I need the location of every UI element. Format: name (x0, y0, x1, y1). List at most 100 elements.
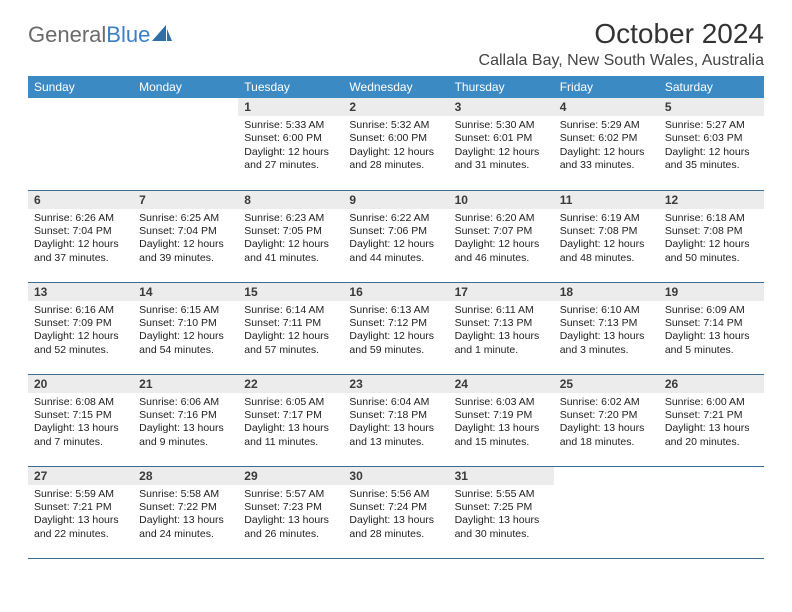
logo-sail-icon (152, 25, 172, 41)
day-details: Sunrise: 6:23 AMSunset: 7:05 PMDaylight:… (238, 209, 343, 270)
calendar-day-cell: 15Sunrise: 6:14 AMSunset: 7:11 PMDayligh… (238, 282, 343, 374)
month-title: October 2024 (479, 18, 764, 50)
calendar-day-cell: 14Sunrise: 6:15 AMSunset: 7:10 PMDayligh… (133, 282, 238, 374)
calendar-day-cell: 5Sunrise: 5:27 AMSunset: 6:03 PMDaylight… (659, 98, 764, 190)
day-number: 5 (659, 98, 764, 116)
calendar-day-cell (554, 466, 659, 558)
weekday-header: Saturday (659, 76, 764, 98)
calendar-day-cell (133, 98, 238, 190)
day-details: Sunrise: 6:14 AMSunset: 7:11 PMDaylight:… (238, 301, 343, 362)
day-details: Sunrise: 6:13 AMSunset: 7:12 PMDaylight:… (343, 301, 448, 362)
day-number: 29 (238, 467, 343, 485)
day-details: Sunrise: 6:10 AMSunset: 7:13 PMDaylight:… (554, 301, 659, 362)
calendar-day-cell: 7Sunrise: 6:25 AMSunset: 7:04 PMDaylight… (133, 190, 238, 282)
calendar-week-row: 13Sunrise: 6:16 AMSunset: 7:09 PMDayligh… (28, 282, 764, 374)
calendar-day-cell: 17Sunrise: 6:11 AMSunset: 7:13 PMDayligh… (449, 282, 554, 374)
day-number: 3 (449, 98, 554, 116)
logo-text-1: General (28, 22, 106, 48)
day-number: 18 (554, 283, 659, 301)
day-details: Sunrise: 6:09 AMSunset: 7:14 PMDaylight:… (659, 301, 764, 362)
day-number: 14 (133, 283, 238, 301)
calendar-day-cell: 12Sunrise: 6:18 AMSunset: 7:08 PMDayligh… (659, 190, 764, 282)
day-number: 20 (28, 375, 133, 393)
calendar-day-cell: 16Sunrise: 6:13 AMSunset: 7:12 PMDayligh… (343, 282, 448, 374)
day-details: Sunrise: 6:11 AMSunset: 7:13 PMDaylight:… (449, 301, 554, 362)
day-details: Sunrise: 6:19 AMSunset: 7:08 PMDaylight:… (554, 209, 659, 270)
calendar-day-cell: 8Sunrise: 6:23 AMSunset: 7:05 PMDaylight… (238, 190, 343, 282)
calendar-day-cell: 27Sunrise: 5:59 AMSunset: 7:21 PMDayligh… (28, 466, 133, 558)
day-details: Sunrise: 6:22 AMSunset: 7:06 PMDaylight:… (343, 209, 448, 270)
weekday-header: Thursday (449, 76, 554, 98)
calendar-day-cell: 24Sunrise: 6:03 AMSunset: 7:19 PMDayligh… (449, 374, 554, 466)
day-details: Sunrise: 6:18 AMSunset: 7:08 PMDaylight:… (659, 209, 764, 270)
day-number: 7 (133, 191, 238, 209)
day-number: 6 (28, 191, 133, 209)
calendar-week-row: 27Sunrise: 5:59 AMSunset: 7:21 PMDayligh… (28, 466, 764, 558)
day-details: Sunrise: 6:05 AMSunset: 7:17 PMDaylight:… (238, 393, 343, 454)
day-details: Sunrise: 6:25 AMSunset: 7:04 PMDaylight:… (133, 209, 238, 270)
day-number: 12 (659, 191, 764, 209)
calendar-day-cell: 19Sunrise: 6:09 AMSunset: 7:14 PMDayligh… (659, 282, 764, 374)
day-number: 9 (343, 191, 448, 209)
calendar-day-cell: 11Sunrise: 6:19 AMSunset: 7:08 PMDayligh… (554, 190, 659, 282)
calendar-day-cell: 30Sunrise: 5:56 AMSunset: 7:24 PMDayligh… (343, 466, 448, 558)
calendar-day-cell: 20Sunrise: 6:08 AMSunset: 7:15 PMDayligh… (28, 374, 133, 466)
logo: GeneralBlue (28, 18, 172, 48)
day-number: 4 (554, 98, 659, 116)
page-header: GeneralBlue October 2024 Callala Bay, Ne… (28, 18, 764, 70)
calendar-day-cell: 6Sunrise: 6:26 AMSunset: 7:04 PMDaylight… (28, 190, 133, 282)
day-number: 17 (449, 283, 554, 301)
day-details: Sunrise: 6:02 AMSunset: 7:20 PMDaylight:… (554, 393, 659, 454)
day-number: 15 (238, 283, 343, 301)
calendar-day-cell (659, 466, 764, 558)
calendar-day-cell: 10Sunrise: 6:20 AMSunset: 7:07 PMDayligh… (449, 190, 554, 282)
day-number: 23 (343, 375, 448, 393)
day-details: Sunrise: 6:06 AMSunset: 7:16 PMDaylight:… (133, 393, 238, 454)
day-details: Sunrise: 5:32 AMSunset: 6:00 PMDaylight:… (343, 116, 448, 177)
day-number: 22 (238, 375, 343, 393)
day-details: Sunrise: 5:57 AMSunset: 7:23 PMDaylight:… (238, 485, 343, 546)
calendar-day-cell: 28Sunrise: 5:58 AMSunset: 7:22 PMDayligh… (133, 466, 238, 558)
calendar-day-cell: 1Sunrise: 5:33 AMSunset: 6:00 PMDaylight… (238, 98, 343, 190)
day-number: 8 (238, 191, 343, 209)
calendar-day-cell: 4Sunrise: 5:29 AMSunset: 6:02 PMDaylight… (554, 98, 659, 190)
weekday-header: Monday (133, 76, 238, 98)
day-number: 25 (554, 375, 659, 393)
calendar-day-cell: 18Sunrise: 6:10 AMSunset: 7:13 PMDayligh… (554, 282, 659, 374)
day-details: Sunrise: 6:04 AMSunset: 7:18 PMDaylight:… (343, 393, 448, 454)
day-details: Sunrise: 6:26 AMSunset: 7:04 PMDaylight:… (28, 209, 133, 270)
day-details: Sunrise: 5:58 AMSunset: 7:22 PMDaylight:… (133, 485, 238, 546)
day-number: 16 (343, 283, 448, 301)
weekday-header: Friday (554, 76, 659, 98)
weekday-header: Sunday (28, 76, 133, 98)
calendar-day-cell: 3Sunrise: 5:30 AMSunset: 6:01 PMDaylight… (449, 98, 554, 190)
day-details: Sunrise: 6:16 AMSunset: 7:09 PMDaylight:… (28, 301, 133, 362)
calendar-table: SundayMondayTuesdayWednesdayThursdayFrid… (28, 76, 764, 559)
calendar-body: 1Sunrise: 5:33 AMSunset: 6:00 PMDaylight… (28, 98, 764, 558)
day-number: 28 (133, 467, 238, 485)
day-number: 1 (238, 98, 343, 116)
day-details: Sunrise: 6:08 AMSunset: 7:15 PMDaylight:… (28, 393, 133, 454)
day-details: Sunrise: 5:33 AMSunset: 6:00 PMDaylight:… (238, 116, 343, 177)
day-details: Sunrise: 6:15 AMSunset: 7:10 PMDaylight:… (133, 301, 238, 362)
calendar-day-cell: 21Sunrise: 6:06 AMSunset: 7:16 PMDayligh… (133, 374, 238, 466)
day-number: 31 (449, 467, 554, 485)
day-details: Sunrise: 5:55 AMSunset: 7:25 PMDaylight:… (449, 485, 554, 546)
location-text: Callala Bay, New South Wales, Australia (479, 52, 764, 70)
calendar-day-cell: 31Sunrise: 5:55 AMSunset: 7:25 PMDayligh… (449, 466, 554, 558)
calendar-day-cell (28, 98, 133, 190)
calendar-day-cell: 26Sunrise: 6:00 AMSunset: 7:21 PMDayligh… (659, 374, 764, 466)
title-block: October 2024 Callala Bay, New South Wale… (479, 18, 764, 70)
calendar-day-cell: 13Sunrise: 6:16 AMSunset: 7:09 PMDayligh… (28, 282, 133, 374)
day-number: 19 (659, 283, 764, 301)
calendar-day-cell: 29Sunrise: 5:57 AMSunset: 7:23 PMDayligh… (238, 466, 343, 558)
calendar-day-cell: 23Sunrise: 6:04 AMSunset: 7:18 PMDayligh… (343, 374, 448, 466)
weekday-header: Tuesday (238, 76, 343, 98)
day-number: 11 (554, 191, 659, 209)
calendar-day-cell: 22Sunrise: 6:05 AMSunset: 7:17 PMDayligh… (238, 374, 343, 466)
day-details: Sunrise: 6:00 AMSunset: 7:21 PMDaylight:… (659, 393, 764, 454)
day-number: 30 (343, 467, 448, 485)
calendar-week-row: 20Sunrise: 6:08 AMSunset: 7:15 PMDayligh… (28, 374, 764, 466)
calendar-week-row: 6Sunrise: 6:26 AMSunset: 7:04 PMDaylight… (28, 190, 764, 282)
calendar-day-cell: 2Sunrise: 5:32 AMSunset: 6:00 PMDaylight… (343, 98, 448, 190)
